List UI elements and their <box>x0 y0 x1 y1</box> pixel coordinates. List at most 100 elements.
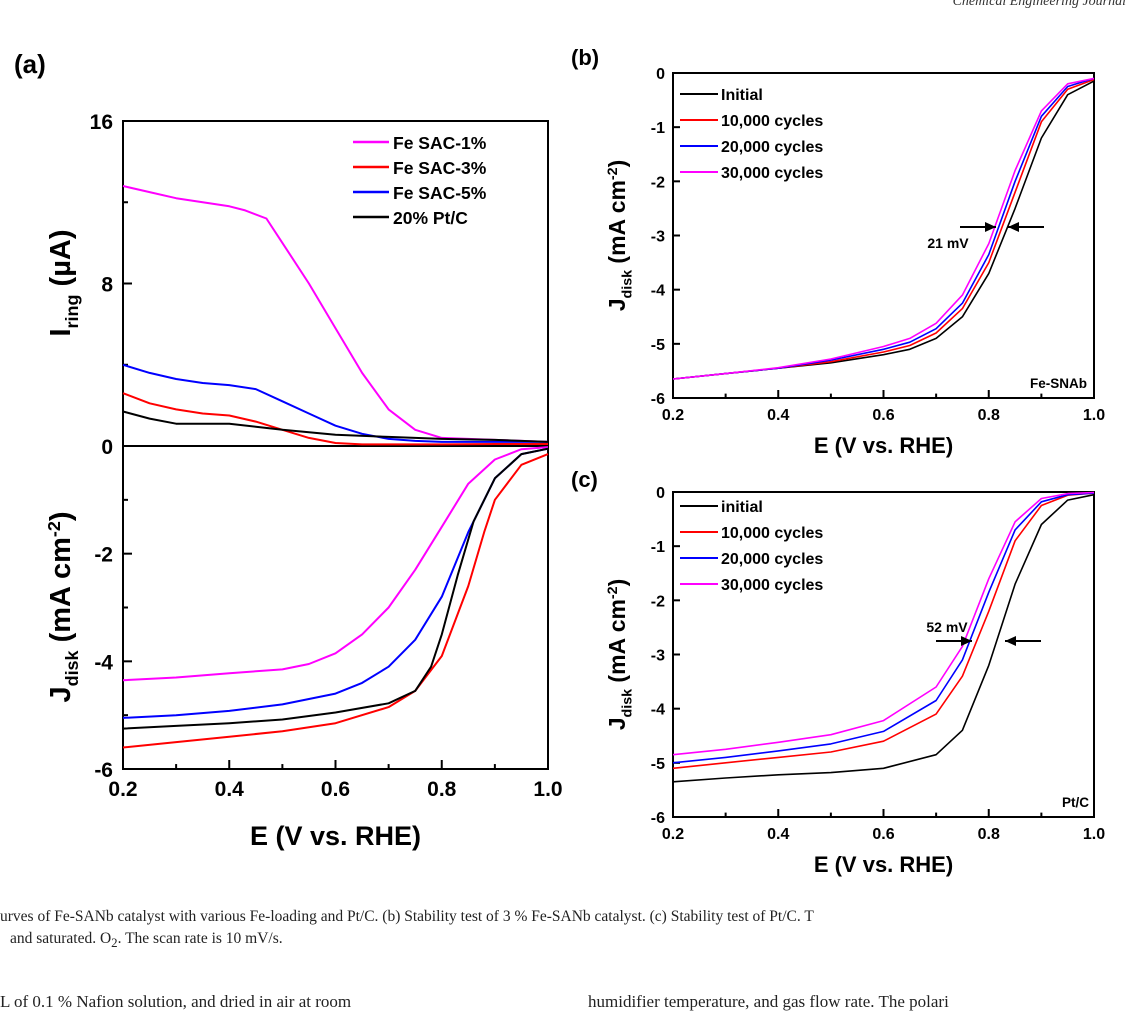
panel-a-bottom-ylabel: Jdisk (mA cm-2) <box>44 511 82 702</box>
figure-caption: urves of Fe-SANb catalyst with various F… <box>0 906 1126 954</box>
caption-line-2-sub: 2 <box>111 935 118 951</box>
panel-c-ylabel-exp: -2 <box>605 586 621 599</box>
panel-a-bottom-ylabel-close: ) <box>45 511 77 521</box>
panel-c-yticklabel-2: -2 <box>651 593 665 610</box>
panel-b-yticklabel-2: -2 <box>651 174 665 191</box>
panel-a-x-ticklabel-2: 0.6 <box>321 778 350 801</box>
panel-a-bottom-series-0 <box>122 446 549 682</box>
panel-c-yticklabel-0: 0 <box>656 485 665 502</box>
panel-b-x-ticklabel-3: 0.8 <box>978 407 1000 424</box>
panel-c-ylabel: Jdisk (mA cm-2) <box>604 579 635 731</box>
panel-c-x-ticklabel-3: 0.8 <box>978 826 1000 843</box>
panel-a-top-yticklabel-2: 0 <box>101 436 113 459</box>
panel-c-legend-label-0: initial <box>721 499 763 516</box>
panel-a-top-ylabel-unit: (µA) <box>45 229 77 294</box>
panel-b-x-ticklabel-2: 0.6 <box>872 407 894 424</box>
panel-a-bottom-ylabel-exp: -2 <box>44 521 64 537</box>
panel-b-ylabel-exp: -2 <box>605 167 621 180</box>
panel-a-x-ticklabel-1: 0.4 <box>215 778 245 801</box>
panel-c-legend-label-1: 10,000 cycles <box>721 525 823 542</box>
panel-b-yticklabel-1: -1 <box>651 120 665 137</box>
panel-c-series-3 <box>672 491 1095 756</box>
panel-b-arrow-left-head <box>985 222 996 232</box>
panel-a-bottom-yticklabel-3: -6 <box>94 759 113 782</box>
panel-c-arrow-right-head <box>1005 636 1016 646</box>
panel-a-xlabel: E (V vs. RHE) <box>250 821 421 851</box>
panel-c-arrow-left-head <box>961 636 972 646</box>
panel-a-top-ylabel-sub: ring <box>62 295 82 329</box>
panel-c-sample-label: Pt/C <box>1062 795 1089 810</box>
panel-c-annotation: 52 mV <box>926 619 968 635</box>
panel-a-bottom-ylabel-sub: disk <box>62 649 82 686</box>
panel-b-x-ticklabel-4: 1.0 <box>1083 407 1105 424</box>
panel-b-x-ticklabel-0: 0.2 <box>662 407 684 424</box>
panel-b-xlabel: E (V vs. RHE) <box>814 433 953 458</box>
panel-c: (c) 0 -1 -2 -3 -4 -5 -60.2 0.4 0.6 0.8 1.0 E (V vs. … <box>571 467 1105 877</box>
panel-b-arrow-right-head <box>1008 222 1019 232</box>
panel-a-x-ticklabel-4: 1.0 <box>533 778 562 801</box>
panel-b-ylabel: Jdisk (mA cm-2) <box>604 160 635 312</box>
panel-c-ylabel-close: ) <box>604 579 630 587</box>
panel-b-ylabel-main: J <box>604 298 630 311</box>
panel-a-top-ylabel-main: I <box>45 328 77 336</box>
panel-b-legend-label-3: 30,000 cycles <box>721 165 823 182</box>
panel-c-ylabel-main: J <box>604 717 630 730</box>
panel-a-top-yticklabel-1: 8 <box>101 274 113 297</box>
panel-a: (a) 16 8 0 -2 -4 -60.2 0.4 0.6 0.8 1.0 E (V vs. RHE… <box>14 49 563 851</box>
panel-a-bottom-yticklabel-2: -4 <box>94 651 113 674</box>
panel-c-legend-label-2: 20,000 cycles <box>721 551 823 568</box>
body-text-left: L of 0.1 % Nafion solution, and dried in… <box>0 992 352 1011</box>
panel-a-top-series-1 <box>122 392 548 446</box>
panel-a-bottom-yticklabel-1: -2 <box>94 544 113 567</box>
panel-c-yticklabel-1: -1 <box>651 539 665 556</box>
panel-c-series-0 <box>672 493 1095 783</box>
panel-b-legend-label-1: 10,000 cycles <box>721 113 823 130</box>
panel-c-series-2 <box>672 492 1095 764</box>
panel-c-ylabel-sub: disk <box>619 689 635 718</box>
panel-a-x-ticklabel-0: 0.2 <box>108 778 137 801</box>
panel-b-legend-label-0: Initial <box>721 87 763 104</box>
panel-b-legend-label-2: 20,000 cycles <box>721 139 823 156</box>
panel-b-yticklabel-3: -3 <box>651 229 665 246</box>
panel-a-top-series-0 <box>122 185 549 443</box>
panel-b-yticklabel-4: -4 <box>651 283 665 300</box>
panel-c-label: (c) <box>571 467 598 492</box>
panel-b-sample-label: Fe-SNAb <box>1030 376 1087 391</box>
panel-c-x-ticklabel-0: 0.2 <box>662 826 684 843</box>
panel-a-legend-label-0: Fe SAC-1% <box>393 133 487 153</box>
panel-c-series-1 <box>672 492 1095 770</box>
panel-a-legend-label-3: 20% Pt/C <box>393 208 468 228</box>
panel-b-yticklabel-6: -6 <box>651 391 665 408</box>
panel-b-annotation: 21 mV <box>927 235 969 251</box>
panel-a-legend-label-2: Fe SAC-5% <box>393 183 487 203</box>
panel-a-label: (a) <box>14 49 46 79</box>
panel-b-x-ticklabel-1: 0.4 <box>767 407 789 424</box>
panel-b-label: (b) <box>571 45 599 70</box>
panel-c-x-ticklabel-1: 0.4 <box>767 826 789 843</box>
body-text-right: humidifier temperature, and gas flow rat… <box>588 992 949 1011</box>
caption-line-1: urves of Fe-SANb catalyst with various F… <box>0 908 814 925</box>
panel-c-yticklabel-4: -4 <box>651 702 665 719</box>
panel-a-legend-label-1: Fe SAC-3% <box>393 158 487 178</box>
panel-b: (b) 0 -1 -2 -3 -4 -5 -60.2 0.4 0.6 0.8 1.0 E (V vs. … <box>571 45 1105 458</box>
journal-header: Chemical Engineering Journal <box>952 0 1126 9</box>
panel-c-x-ticklabel-4: 1.0 <box>1083 826 1105 843</box>
panel-c-legend-label-3: 30,000 cycles <box>721 577 823 594</box>
panel-a-bottom-ylabel-main: J <box>45 686 77 702</box>
panel-b-yticklabel-0: 0 <box>656 66 665 83</box>
panel-b-series-3 <box>672 77 1095 380</box>
panel-b-ylabel-sub: disk <box>619 270 635 299</box>
panel-b-yticklabel-5: -5 <box>651 337 665 354</box>
caption-line-2-post: . The scan rate is 10 mV/s. <box>117 930 283 947</box>
panel-c-yticklabel-3: -3 <box>651 648 665 665</box>
panel-c-yticklabel-6: -6 <box>651 810 665 827</box>
panel-a-top-series-3 <box>122 410 549 443</box>
panel-c-x-ticklabel-2: 0.6 <box>872 826 894 843</box>
panel-a-bottom-ylabel-unit: (mA cm <box>45 537 77 650</box>
panel-c-yticklabel-5: -5 <box>651 756 665 773</box>
panel-a-x-ticklabel-3: 0.8 <box>427 778 457 801</box>
panel-b-ylabel-unit: (mA cm <box>604 180 630 270</box>
panel-c-ylabel-unit: (mA cm <box>604 599 630 689</box>
panel-a-top-series-2 <box>122 363 548 443</box>
